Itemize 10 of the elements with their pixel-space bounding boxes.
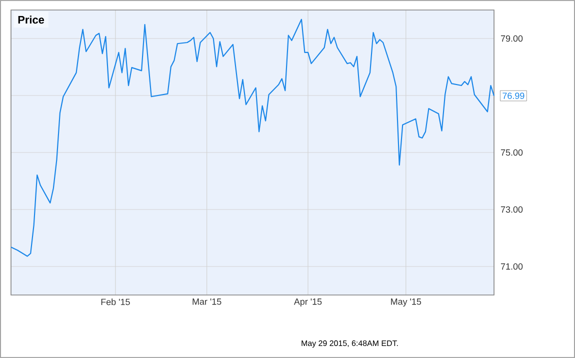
x-tick-label: Apr '15 <box>294 298 322 307</box>
annotation: 76.99 <box>502 92 524 99</box>
y-tick-label: 79.00 <box>500 35 523 42</box>
chart-title: Price <box>18 16 44 24</box>
x-tick-label: Mar '15 <box>192 298 222 305</box>
y-tick-label: 71.00 <box>500 263 523 270</box>
x-tick-label: Feb '15 <box>101 298 130 306</box>
x-tick-label: May '15 <box>391 298 422 307</box>
y-tick-label: 75.00 <box>500 149 523 156</box>
y-tick-label: 73.00 <box>500 206 523 213</box>
